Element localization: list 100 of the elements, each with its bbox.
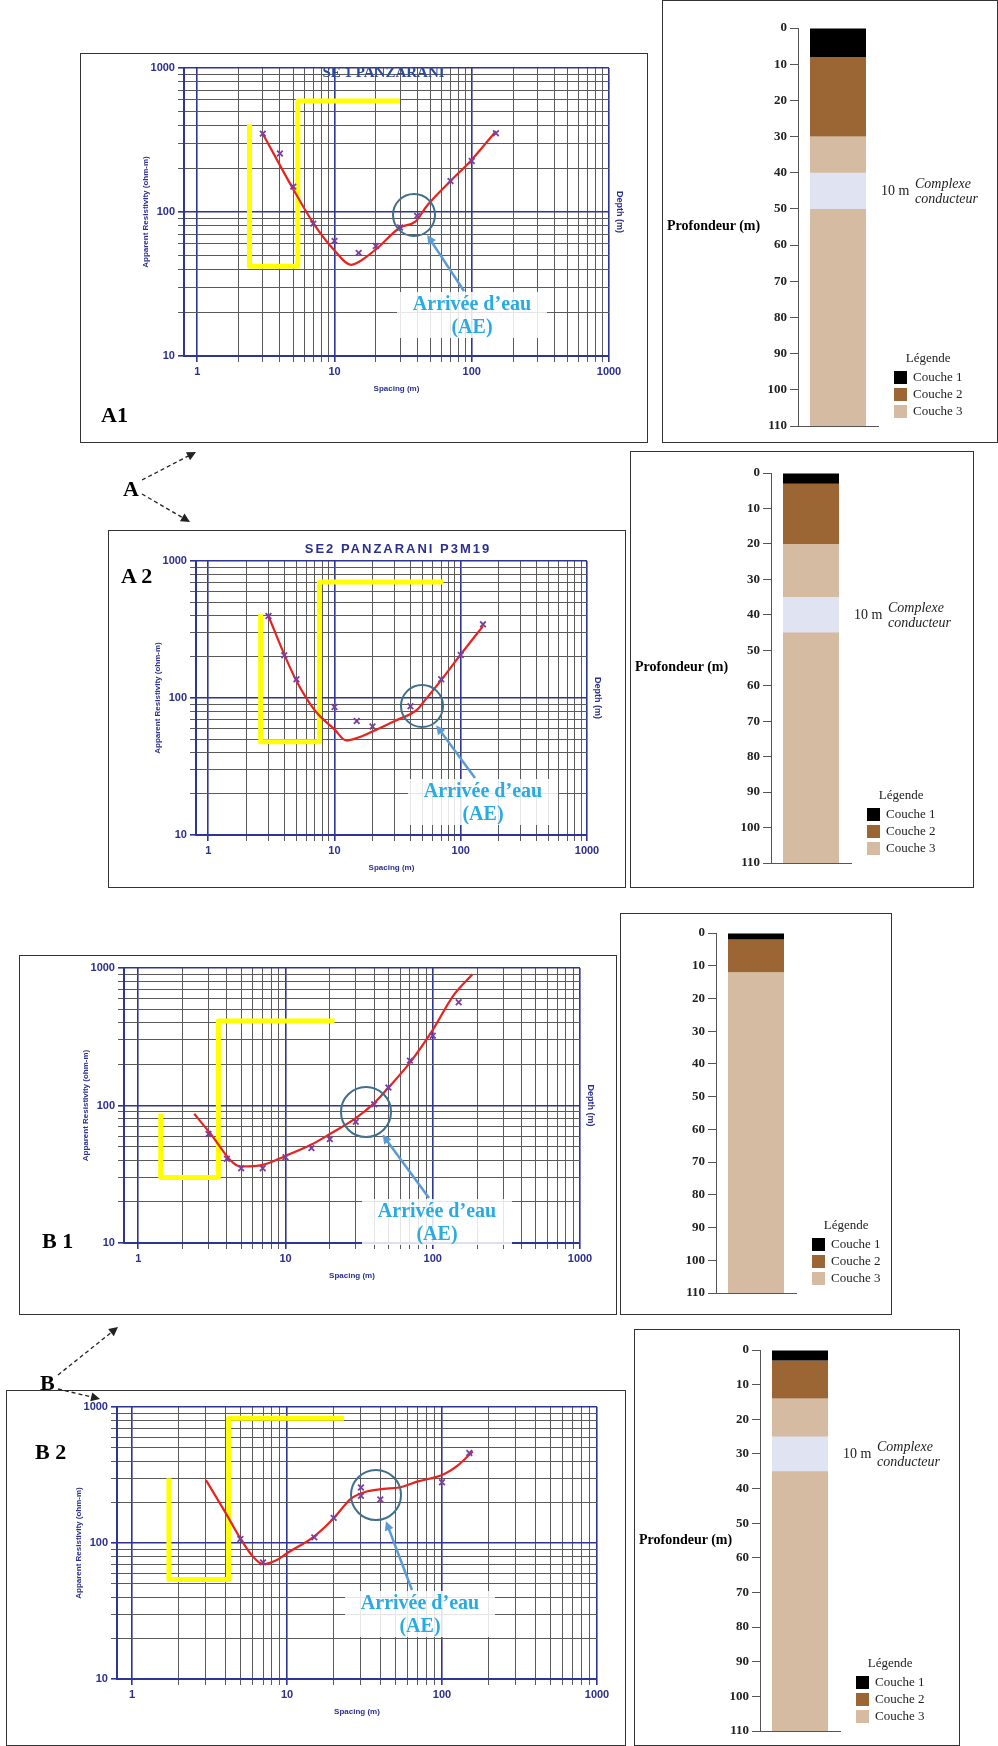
y-tick-label: 110 (768, 417, 787, 433)
y-tick-label: 30 (736, 1445, 749, 1461)
y-tick-label: 0 (742, 1341, 749, 1357)
y-tick-label: 90 (747, 783, 760, 799)
y-tick-label: 10 (95, 1672, 108, 1685)
y-tick-label: 100 (156, 205, 175, 218)
text: A (123, 476, 139, 502)
y-tick-label: 0 (780, 19, 787, 35)
y-tick-label: 100 (96, 1098, 115, 1111)
y-tick-label: 60 (692, 1120, 705, 1136)
chart-title: SE2 PANZARANI P3M19 (304, 541, 492, 556)
legend-title: Légende (904, 350, 952, 366)
legend-title: Légende (877, 787, 925, 803)
y-tick-label: 100 (767, 381, 787, 397)
y-tick-label: 50 (774, 200, 787, 216)
bar (728, 939, 784, 973)
legend-label: Couche 2 (913, 386, 963, 402)
x-tick-label: 1000 (567, 1251, 593, 1264)
x-tick-label: 1000 (574, 843, 600, 856)
y-tick-label: 1000 (90, 961, 115, 974)
annotation: Arrivée d’eau (AE) (408, 779, 558, 825)
y-tick-label: 50 (692, 1088, 705, 1103)
y2-axis-title: Depth (m) (586, 1084, 597, 1127)
legend-label: Couche 3 (875, 1708, 925, 1724)
x-axis-title: Spacing (m) (373, 384, 420, 394)
bar (783, 543, 839, 863)
y-tick-label: 30 (774, 127, 787, 143)
y-tick-label: 70 (774, 272, 787, 288)
legend-label: Couche 1 (875, 1674, 925, 1690)
annotation: Arrivée d’eau (AE) (345, 1591, 495, 1637)
y-tick-label: 20 (692, 989, 705, 1005)
y-tick-label: 0 (753, 464, 760, 480)
text: B 1 (42, 1228, 74, 1254)
y-tick-label: 100 (89, 1536, 108, 1549)
bar (728, 972, 784, 1293)
bar (810, 28, 866, 57)
x-tick-label: 100 (432, 1687, 452, 1700)
legend-label: Couche 3 (886, 840, 936, 856)
y-tick-label: 60 (774, 236, 787, 252)
y-tick-label: 40 (692, 1055, 705, 1071)
y-tick-label: 40 (774, 164, 787, 180)
bar (772, 1360, 828, 1399)
x-axis-title: Spacing (m) (334, 1707, 381, 1717)
legend-title: Légende (866, 1655, 914, 1671)
y-tick-label: 60 (747, 677, 760, 693)
text: A 2 (121, 563, 153, 589)
y-tick-label: 10 (162, 349, 175, 362)
y-tick-label: 1000 (162, 554, 187, 567)
y-tick-label: 110 (686, 1284, 705, 1300)
text: 10 m (854, 606, 883, 623)
legend-label: Couche 3 (913, 403, 963, 419)
annotation: Arrivée d’eau (AE) (397, 292, 547, 338)
y-tick-label: 1000 (150, 61, 175, 74)
legend-label: Couche 2 (831, 1253, 881, 1269)
y2-axis-title: Depth (m) (593, 677, 604, 719)
x-tick-label: 1000 (584, 1687, 610, 1700)
x-tick-label: 10 (328, 364, 341, 377)
legend-label: Couche 1 (886, 806, 936, 822)
y-tick-label: 100 (168, 691, 187, 704)
y-tick-label: 40 (736, 1479, 749, 1495)
x-tick-label: 100 (423, 1251, 442, 1264)
y-axis-title: Apparent Resistivity (ohm-m) (153, 641, 162, 754)
x-axis-title: Spacing (m) (368, 863, 415, 873)
x-tick-label: 10 (280, 1687, 294, 1700)
legend-label: Couche 2 (875, 1691, 925, 1707)
y-tick-label: 40 (747, 606, 760, 622)
y-tick-label: 30 (747, 570, 760, 586)
y-tick-label: 110 (730, 1722, 749, 1738)
text: Complexe conducteur (888, 599, 952, 631)
y-tick-label: 90 (692, 1218, 705, 1234)
legend-label: Couche 1 (913, 369, 963, 385)
y-tick-label: 10 (747, 499, 760, 515)
y-axis-title: Apparent Resistivity (ohm-m) (81, 1049, 90, 1162)
annotation: Arrivée d’eau (AE) (362, 1199, 512, 1245)
y-tick-label: 80 (747, 748, 760, 763)
legend-title: Légende (822, 1217, 870, 1233)
x-tick-label: 100 (462, 364, 481, 377)
y-tick-label: 90 (736, 1653, 749, 1669)
text: B (40, 1370, 55, 1396)
text: B 2 (35, 1439, 67, 1465)
y-tick-label: 110 (741, 854, 760, 870)
text: 10 m (881, 182, 910, 199)
y-tick-label: 20 (736, 1410, 749, 1426)
text: Complexe conducteur (915, 175, 979, 207)
bar (783, 473, 839, 484)
x-tick-label: 1 (128, 1687, 136, 1700)
bar (810, 56, 866, 137)
y-tick-label: 1000 (83, 1400, 108, 1413)
x-tick-label: 1 (135, 1251, 142, 1264)
y-tick-label: 30 (692, 1022, 705, 1038)
y-tick-label: 80 (692, 1186, 705, 1202)
y-tick-label: 70 (747, 712, 760, 728)
x-tick-label: 1 (205, 843, 212, 856)
y-tick-label: 20 (774, 91, 787, 107)
y-tick-label: 20 (747, 535, 760, 551)
y-tick-label: 10 (774, 55, 787, 71)
y-tick-label: 50 (747, 641, 760, 657)
y-axis-title: Apparent Resistivity (ohm-m) (141, 155, 150, 268)
y-tick-label: 10 (174, 828, 187, 841)
y-tick-label: 100 (740, 818, 760, 834)
